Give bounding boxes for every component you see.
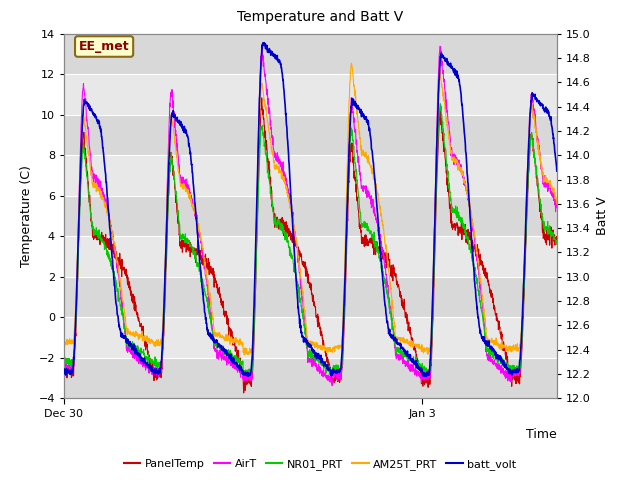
Bar: [64, 236, 557, 277]
Y-axis label: Batt V: Batt V: [596, 197, 609, 235]
Bar: [64, 115, 557, 155]
Bar: [64, 277, 557, 317]
Y-axis label: Temperature (C): Temperature (C): [20, 165, 33, 267]
Bar: [64, 34, 557, 74]
Text: Temperature and Batt V: Temperature and Batt V: [237, 10, 403, 24]
Bar: [64, 317, 557, 358]
Text: Time: Time: [526, 428, 557, 441]
Bar: [64, 196, 557, 236]
Bar: [64, 358, 557, 398]
Bar: [64, 155, 557, 196]
Bar: [64, 74, 557, 115]
Text: EE_met: EE_met: [79, 40, 129, 53]
Legend: PanelTemp, AirT, NR01_PRT, AM25T_PRT, batt_volt: PanelTemp, AirT, NR01_PRT, AM25T_PRT, ba…: [119, 455, 521, 474]
